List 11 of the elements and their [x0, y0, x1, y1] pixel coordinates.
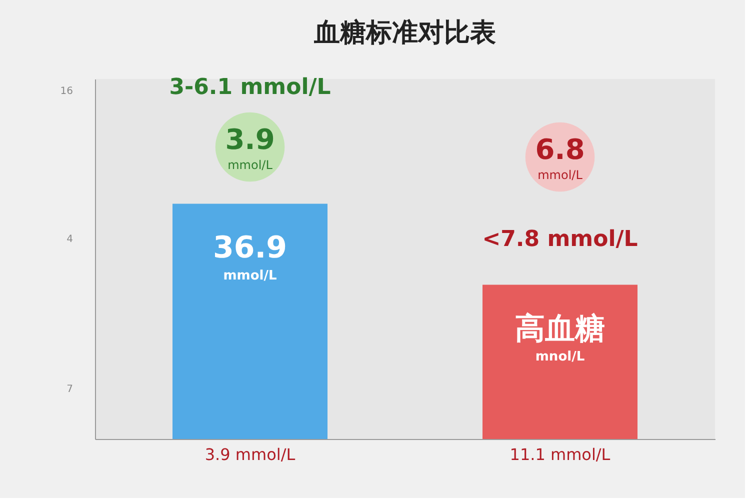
text: 4 [66, 234, 73, 245]
text: 16 [60, 86, 73, 97]
text: 3.9 mmol/L [225, 123, 275, 172]
annotation: <7.8 mmol/L [482, 227, 638, 252]
text: 3-6.1 mmol/L [169, 75, 331, 100]
chart-title: 血糖标准对比表 [313, 18, 496, 48]
text: 6.8 mmol/L [535, 133, 585, 182]
data-label: 36.9 mmol/L [212, 230, 288, 284]
text: 7 [66, 384, 73, 395]
data-label: 高血糖 mnol/L [515, 312, 605, 365]
x-tick-label: 11.1 mmol/L [510, 445, 610, 464]
